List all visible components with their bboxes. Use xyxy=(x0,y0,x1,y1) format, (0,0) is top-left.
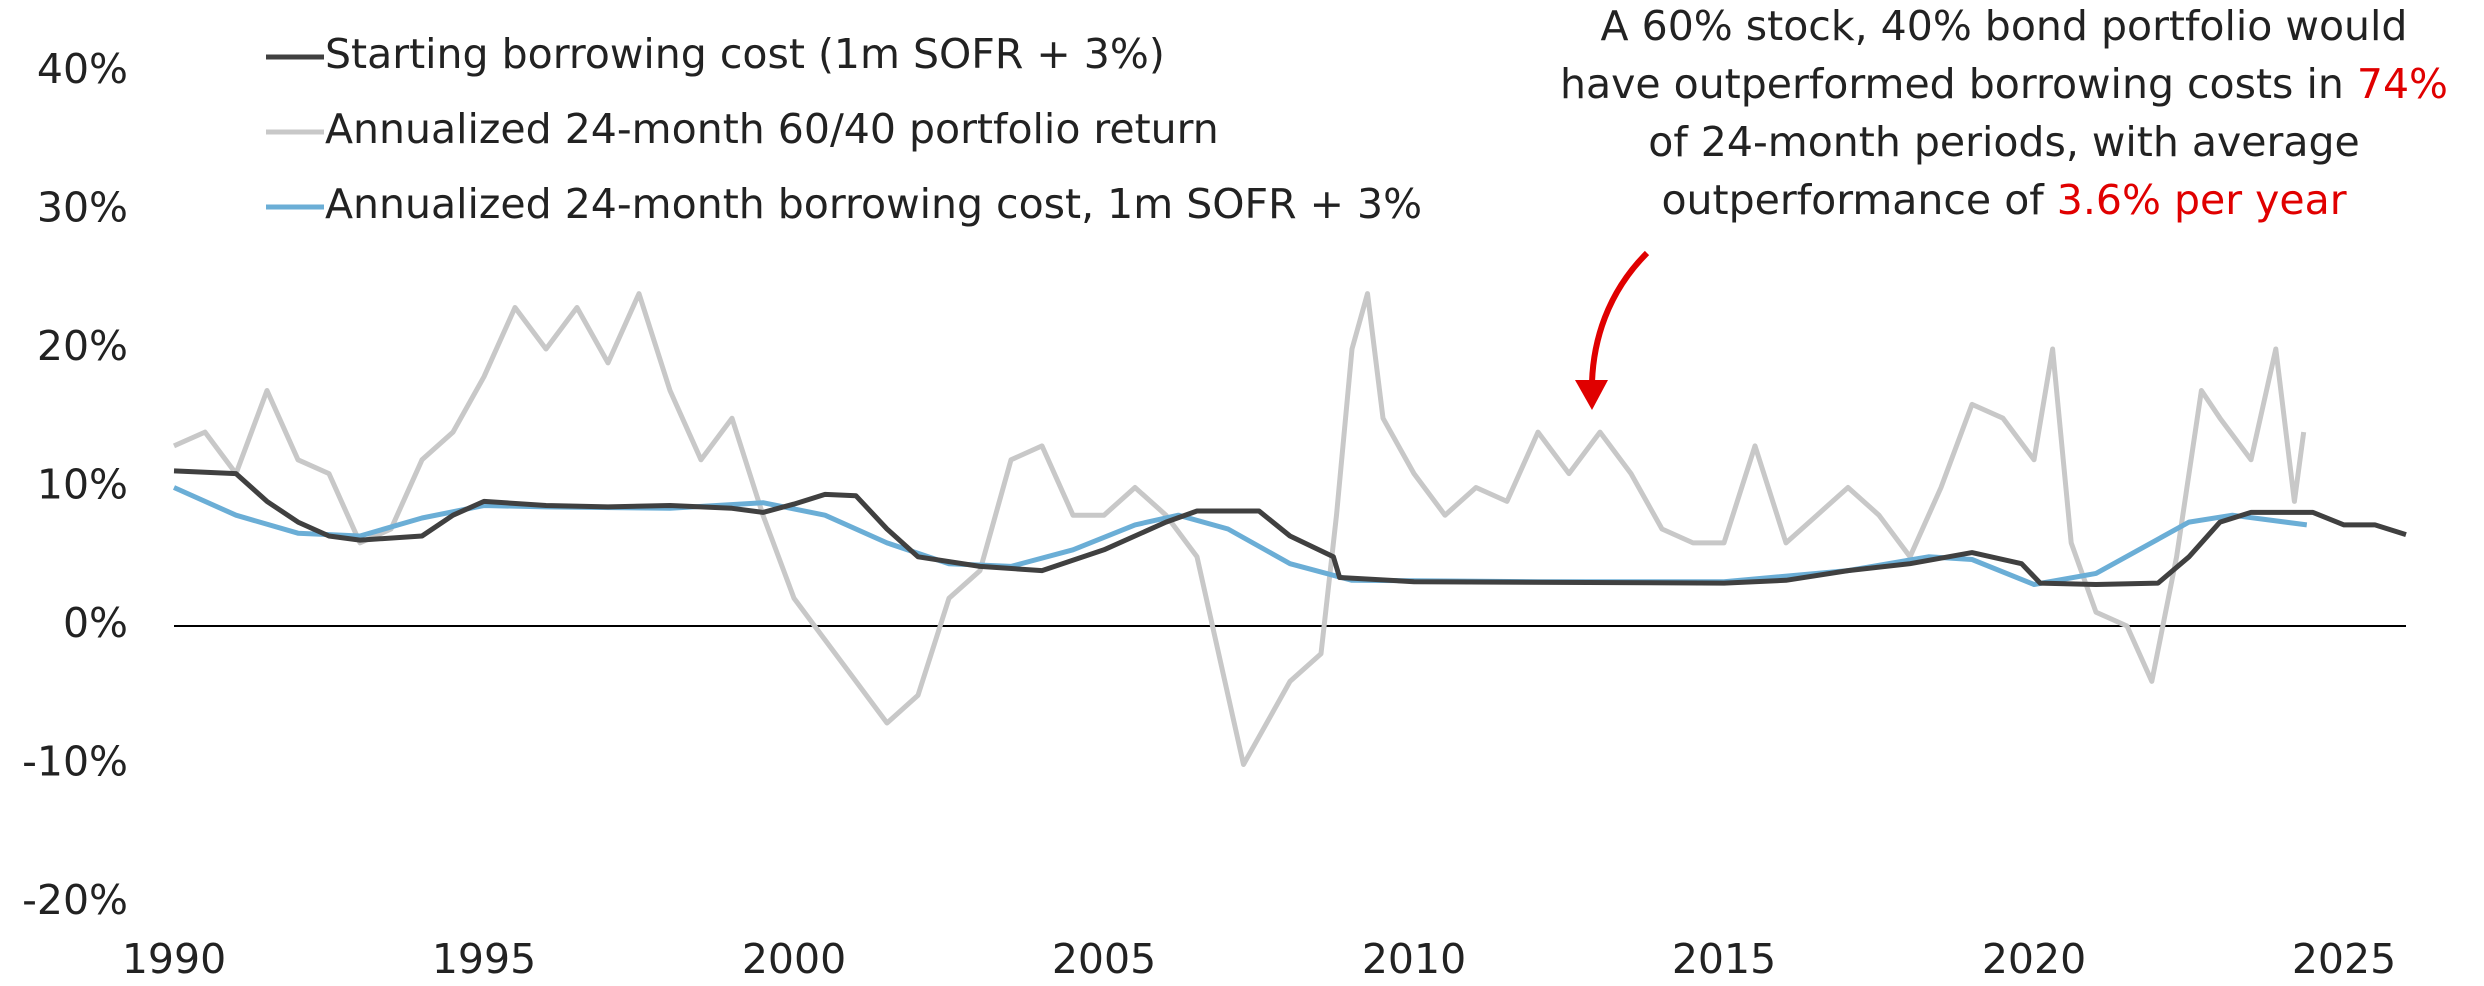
x-tick-label: 2015 xyxy=(1672,935,1776,982)
x-tick-label: 2010 xyxy=(1362,935,1466,982)
y-tick-label: -20% xyxy=(22,876,128,924)
x-tick-label: 2020 xyxy=(1982,935,2086,982)
annotation-text: A 60% stock, 40% bond portfolio would xyxy=(1601,2,2408,50)
y-tick-label: 30% xyxy=(37,184,128,232)
y-tick-label: 20% xyxy=(37,322,128,370)
y-tick-label: 40% xyxy=(37,45,128,93)
x-tick-label: 2005 xyxy=(1052,935,1156,982)
legend-label: Annualized 24-month borrowing cost, 1m S… xyxy=(325,180,1422,228)
annotation-arrowhead xyxy=(1575,380,1608,410)
annotation-text: outperformance of 3.6% per year xyxy=(1661,176,2346,224)
y-tick-label: 0% xyxy=(63,599,128,647)
series-line xyxy=(173,468,2407,587)
annotation-text: have outperformed borrowing costs in 74% xyxy=(1560,60,2448,108)
annotation-segment: 3.6% per year xyxy=(2057,176,2347,224)
annotation-text: of 24-month periods, with average xyxy=(1648,118,2360,166)
series-line xyxy=(172,291,2307,767)
x-tick-label: 2000 xyxy=(742,935,846,982)
annotation-segment: of 24-month periods, with average xyxy=(1648,118,2360,166)
x-tick-label: 1995 xyxy=(432,935,536,982)
annotation-segment: outperformance of xyxy=(1661,176,2056,224)
annotation-segment: A 60% stock, 40% bond portfolio would xyxy=(1601,2,2408,50)
x-tick-label: 2025 xyxy=(2292,935,2396,982)
y-tick-label: -10% xyxy=(22,738,128,786)
x-tick-label: 1990 xyxy=(122,935,226,982)
annotation-arrow xyxy=(1588,250,1650,399)
legend-label: Annualized 24-month 60/40 portfolio retu… xyxy=(325,105,1219,153)
annotation-segment: 74% xyxy=(2357,60,2448,108)
y-tick-label: 10% xyxy=(37,461,128,509)
annotation-segment: have outperformed borrowing costs in xyxy=(1560,60,2357,108)
legend-label: Starting borrowing cost (1m SOFR + 3%) xyxy=(325,30,1165,78)
